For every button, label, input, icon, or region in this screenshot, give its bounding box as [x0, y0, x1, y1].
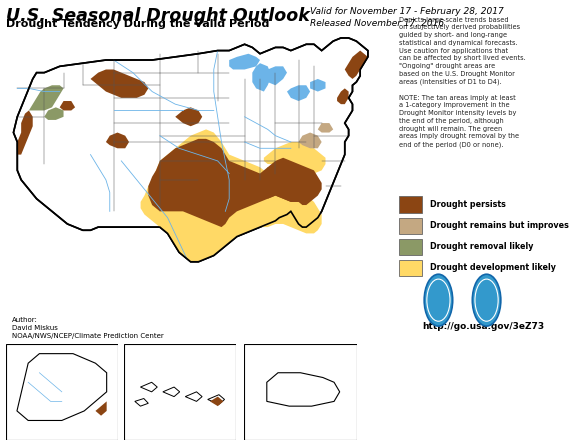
Polygon shape: [287, 85, 310, 101]
Bar: [399, 196, 423, 213]
Circle shape: [424, 274, 453, 326]
Text: http://go.usa.gov/3eZ73: http://go.usa.gov/3eZ73: [422, 322, 544, 331]
Text: Valid for November 17 - February 28, 2017: Valid for November 17 - February 28, 201…: [310, 7, 504, 16]
Text: Drought development likely: Drought development likely: [430, 263, 555, 272]
Polygon shape: [44, 107, 63, 120]
Polygon shape: [185, 392, 202, 401]
Polygon shape: [106, 133, 129, 148]
Polygon shape: [267, 373, 340, 406]
Text: Drought persists: Drought persists: [430, 200, 505, 209]
Polygon shape: [148, 139, 306, 227]
Polygon shape: [318, 123, 334, 133]
Polygon shape: [264, 142, 325, 174]
Polygon shape: [268, 66, 287, 85]
Polygon shape: [13, 38, 368, 262]
Polygon shape: [337, 88, 348, 104]
Polygon shape: [310, 79, 325, 91]
Bar: [399, 218, 423, 234]
Circle shape: [472, 274, 501, 326]
Polygon shape: [141, 129, 321, 262]
Polygon shape: [135, 399, 148, 406]
Polygon shape: [140, 382, 158, 392]
Text: Drought remains but improves: Drought remains but improves: [430, 221, 569, 230]
Text: Drought Tendency During the Valid Period: Drought Tendency During the Valid Period: [6, 19, 269, 29]
Polygon shape: [229, 54, 260, 70]
Text: Released November 17, 2016: Released November 17, 2016: [310, 19, 444, 28]
Polygon shape: [298, 133, 321, 148]
Polygon shape: [252, 63, 271, 91]
Polygon shape: [17, 111, 33, 155]
Polygon shape: [208, 395, 225, 404]
Text: Author:
David Miskus
NOAA/NWS/NCEP/Climate Prediction Center: Author: David Miskus NOAA/NWS/NCEP/Clima…: [12, 317, 163, 340]
Bar: [399, 238, 423, 255]
Polygon shape: [163, 387, 180, 396]
Bar: [399, 260, 423, 276]
Text: U.S. Seasonal Drought Outlook: U.S. Seasonal Drought Outlook: [6, 7, 309, 25]
Polygon shape: [210, 396, 224, 406]
Polygon shape: [17, 353, 107, 420]
Text: Depicts large-scale trends based
on subjectively derived probabilities
guided by: Depicts large-scale trends based on subj…: [399, 16, 526, 147]
Polygon shape: [95, 401, 107, 416]
Text: Drought removal likely: Drought removal likely: [430, 242, 533, 251]
Polygon shape: [175, 107, 202, 126]
Polygon shape: [345, 51, 368, 79]
Polygon shape: [260, 158, 321, 205]
Polygon shape: [60, 101, 75, 111]
Polygon shape: [90, 70, 148, 98]
Polygon shape: [29, 85, 63, 111]
